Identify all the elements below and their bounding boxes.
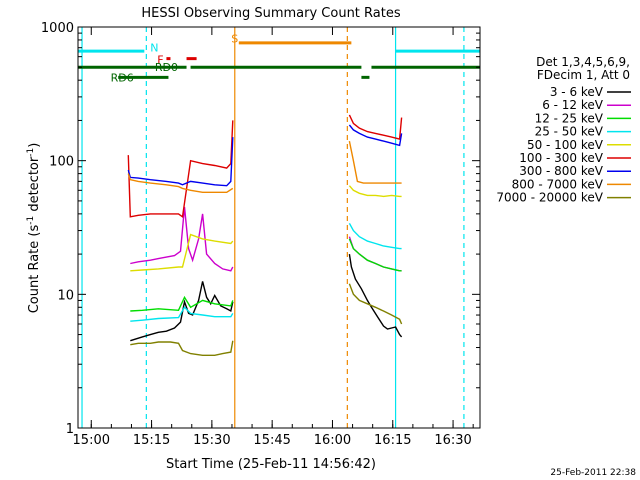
y-tick-label-1: 10 [57, 288, 74, 303]
flag-label-f: F [157, 54, 163, 67]
series-line-1-seg-0 [130, 206, 234, 272]
series-line-6-seg-0 [127, 137, 234, 187]
plot-frame [77, 26, 481, 429]
series-line-2-seg-1 [348, 238, 402, 272]
legend-label-3: 25 - 50 keV [535, 125, 604, 139]
legend-label-8: 7000 - 20000 keV [496, 191, 603, 205]
legend-header-line1: Det 1,3,4,5,6,9, [536, 55, 630, 69]
footer-timestamp: 25-Feb-2011 22:38 [550, 468, 636, 478]
x-tick-label-4: 16:00 [314, 433, 351, 448]
y-tick-label-2: 100 [49, 155, 74, 170]
series-line-7-seg-0 [127, 173, 234, 194]
legend-label-4: 50 - 100 keV [527, 138, 604, 152]
legend: Det 1,3,4,5,6,9, FDecim 1, Att 0 3 - 6 k… [496, 55, 631, 205]
series-line-6-seg-1 [348, 124, 403, 147]
x-tick-label-6: 16:30 [434, 433, 471, 448]
series-line-8-seg-0 [130, 340, 234, 356]
series-line-7-seg-1 [348, 140, 402, 184]
legend-label-0: 3 - 6 keV [550, 85, 604, 99]
legend-label-1: 6 - 12 keV [542, 98, 604, 112]
legend-label-5: 100 - 300 keV [519, 151, 603, 165]
legend-label-6: 300 - 800 keV [519, 164, 603, 178]
flag-label-s: S [231, 33, 238, 46]
series-line-3-seg-1 [348, 222, 402, 250]
legend-header-line2: FDecim 1, Att 0 [537, 68, 630, 82]
x-tick-label-1: 15:15 [133, 433, 170, 448]
series-line-5-seg-0 [127, 120, 234, 219]
y-tick-label-3: 1000 [41, 21, 74, 36]
legend-label-2: 12 - 25 keV [535, 111, 604, 125]
series-line-1-seg-1 [348, 236, 402, 272]
x-tick-label-2: 15:30 [193, 433, 230, 448]
series-line-8-seg-1 [348, 283, 403, 325]
chart-title: HESSI Observing Summary Count Rates [141, 6, 400, 21]
series-line-4-seg-1 [348, 185, 402, 198]
flag-label-rd0: RD0 [155, 61, 178, 74]
plot-area: NF S RD0 RD6 [78, 27, 480, 428]
x-tick-label-3: 15:45 [253, 433, 290, 448]
series-line-2-seg-0 [130, 295, 234, 312]
x-tick-label-0: 15:00 [73, 433, 110, 448]
series-line-5-seg-1 [348, 114, 403, 140]
y-axis-label: Count Rate (s-1 detector-1) [26, 143, 42, 314]
axis-ticks: 15:00 15:15 15:30 15:45 16:00 16:15 16:30 1 10 10… [41, 21, 480, 448]
x-tick-label-5: 16:15 [374, 433, 411, 448]
series-line-4-seg-0 [130, 233, 234, 272]
flag-label-n: N [150, 42, 158, 55]
legend-label-7: 800 - 7000 keV [512, 177, 604, 191]
x-axis-label: Start Time (25-Feb-11 14:56:42) [166, 457, 376, 472]
series-line-3-seg-0 [130, 306, 234, 322]
y-tick-label-0: 1 [66, 422, 74, 437]
flag-label-rd6: RD6 [111, 71, 134, 84]
series-line-0-seg-1 [348, 253, 403, 338]
